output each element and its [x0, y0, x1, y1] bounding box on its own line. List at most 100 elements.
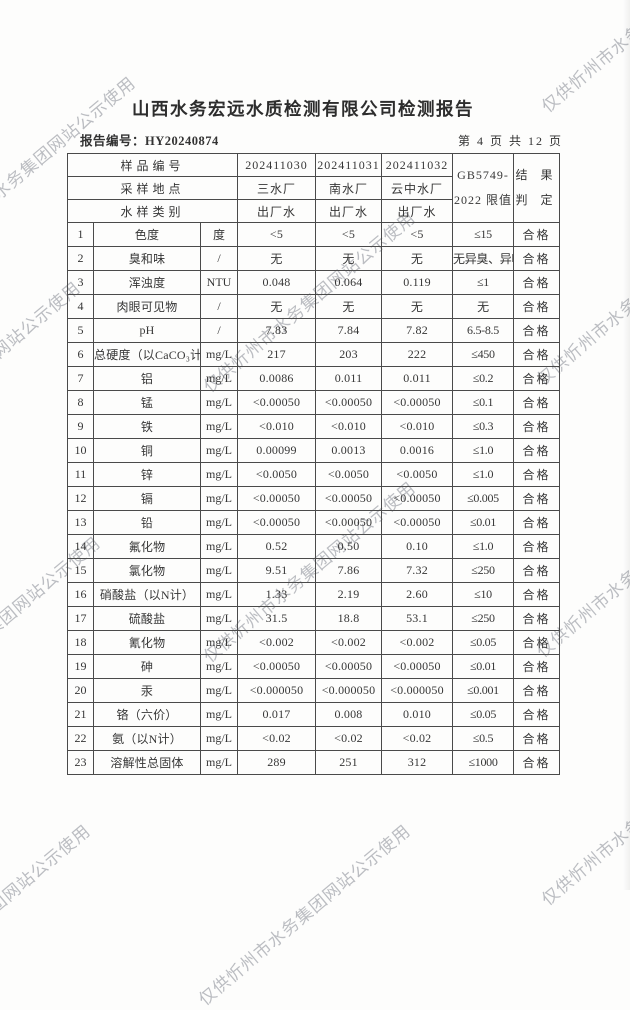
- location-2: 南水厂: [315, 176, 382, 200]
- sample1-value: 217: [237, 342, 316, 367]
- sample3-value: 0.10: [381, 534, 453, 559]
- parameter-unit: mg/L: [200, 510, 238, 535]
- limit-value: ≤0.1: [452, 390, 514, 415]
- sample3-value: 无: [381, 246, 453, 271]
- sample2-value: <0.00050: [315, 654, 382, 679]
- sample1-value: 无: [237, 246, 316, 271]
- sample3-value: 0.011: [381, 366, 453, 391]
- sample1-value: <0.000050: [237, 678, 316, 703]
- sample3-value: <0.00050: [381, 486, 453, 511]
- table-row: 2 臭和味 / 无 无 无 无异臭、异味 合格: [67, 246, 560, 271]
- result-status: 合格: [513, 582, 560, 607]
- parameter-name: 氰化物: [93, 630, 201, 655]
- parameter-name: 臭和味: [93, 246, 201, 271]
- row-number: 19: [67, 654, 94, 679]
- sample2-value: 0.008: [315, 702, 382, 727]
- row-number: 17: [67, 606, 94, 631]
- sample2-value: 7.86: [315, 558, 382, 583]
- sample1-value: 0.048: [237, 270, 316, 295]
- parameter-name: 镉: [93, 486, 201, 511]
- results-table: 样品编号 202411030 202411031 202411032 GB574…: [67, 153, 560, 775]
- sample3-value: <0.00050: [381, 654, 453, 679]
- sample1-value: 7.83: [237, 318, 316, 343]
- table-row: 4 肉眼可见物 / 无 无 无 无 合格: [67, 294, 560, 319]
- parameter-unit: mg/L: [200, 702, 238, 727]
- row-number: 9: [67, 414, 94, 439]
- report-number: 报告编号：HY20240874: [80, 130, 219, 149]
- limit-value: ≤0.005: [452, 486, 514, 511]
- row-number: 21: [67, 702, 94, 727]
- header-row-sample-type: 水样类别 出厂水 出厂水 出厂水: [67, 199, 560, 223]
- sample3-value: 7.82: [381, 318, 453, 343]
- row-number: 18: [67, 630, 94, 655]
- sample2-value: 0.064: [315, 270, 382, 295]
- sample2-value: 0.50: [315, 534, 382, 559]
- table-row: 10 铜 mg/L 0.00099 0.0013 0.0016 ≤1.0 合格: [67, 438, 560, 463]
- parameter-unit: NTU: [200, 270, 238, 295]
- header-row-location: 采样地点 三水厂 南水厂 云中水厂: [67, 176, 560, 200]
- parameter-unit: mg/L: [200, 606, 238, 631]
- sample3-value: <0.002: [381, 630, 453, 655]
- parameter-unit: mg/L: [200, 438, 238, 463]
- parameter-unit: mg/L: [200, 726, 238, 751]
- result-status: 合格: [513, 630, 560, 655]
- parameter-name: 溶解性总固体: [93, 750, 201, 775]
- limit-value: ≤0.5: [452, 726, 514, 751]
- table-row: 12 镉 mg/L <0.00050 <0.00050 <0.00050 ≤0.…: [67, 486, 560, 511]
- result-status: 合格: [513, 534, 560, 559]
- limit-value: ≤0.2: [452, 366, 514, 391]
- sample2-value: 无: [315, 294, 382, 319]
- sample2-value: 0.0013: [315, 438, 382, 463]
- sample2-value: <0.00050: [315, 486, 382, 511]
- parameter-name: 色度: [93, 222, 201, 247]
- limit-value: ≤250: [452, 606, 514, 631]
- location-label: 采样地点: [67, 176, 238, 200]
- sample2-value: 7.84: [315, 318, 382, 343]
- parameter-name: 硫酸盐: [93, 606, 201, 631]
- limit-value: ≤0.05: [452, 630, 514, 655]
- row-number: 1: [67, 222, 94, 247]
- table-row: 16 硝酸盐（以N计） mg/L 1.33 2.19 2.60 ≤10 合格: [67, 582, 560, 607]
- sample3-value: 无: [381, 294, 453, 319]
- sample-id-label: 样品编号: [67, 153, 238, 177]
- sample1-value: 289: [237, 750, 316, 775]
- sample1-value: 0.00099: [237, 438, 316, 463]
- sample3-value: 0.010: [381, 702, 453, 727]
- sample3-value: 7.32: [381, 558, 453, 583]
- limit-value: ≤1: [452, 270, 514, 295]
- sample1-value: <0.00050: [237, 390, 316, 415]
- result-status: 合格: [513, 606, 560, 631]
- sample2-value: 203: [315, 342, 382, 367]
- result-status: 合格: [513, 486, 560, 511]
- parameter-unit: mg/L: [200, 342, 238, 367]
- result-status: 合格: [513, 438, 560, 463]
- parameter-name: 锰: [93, 390, 201, 415]
- sample1-value: 31.5: [237, 606, 316, 631]
- row-number: 16: [67, 582, 94, 607]
- limit-column-header: GB5749- 2022 限值: [452, 153, 514, 223]
- parameter-unit: mg/L: [200, 582, 238, 607]
- limit-header-line2: 2022 限值: [453, 193, 512, 207]
- sample2-value: 2.19: [315, 582, 382, 607]
- sample3-value: 2.60: [381, 582, 453, 607]
- parameter-unit: mg/L: [200, 486, 238, 511]
- parameter-name: pH: [93, 318, 201, 343]
- result-status: 合格: [513, 270, 560, 295]
- row-number: 20: [67, 678, 94, 703]
- sample1-value: <0.0050: [237, 462, 316, 487]
- parameter-unit: mg/L: [200, 366, 238, 391]
- location-1: 三水厂: [237, 176, 316, 200]
- sample3-value: <0.010: [381, 414, 453, 439]
- row-number: 4: [67, 294, 94, 319]
- limit-value: ≤15: [452, 222, 514, 247]
- parameter-name: 铬（六价）: [93, 702, 201, 727]
- limit-value: ≤0.001: [452, 678, 514, 703]
- parameter-name: 氨（以N计）: [93, 726, 201, 751]
- row-number: 8: [67, 390, 94, 415]
- result-status: 合格: [513, 558, 560, 583]
- sample-type-2: 出厂水: [315, 199, 382, 223]
- sample3-value: 222: [381, 342, 453, 367]
- parameter-unit: /: [200, 294, 238, 319]
- parameter-name: 肉眼可见物: [93, 294, 201, 319]
